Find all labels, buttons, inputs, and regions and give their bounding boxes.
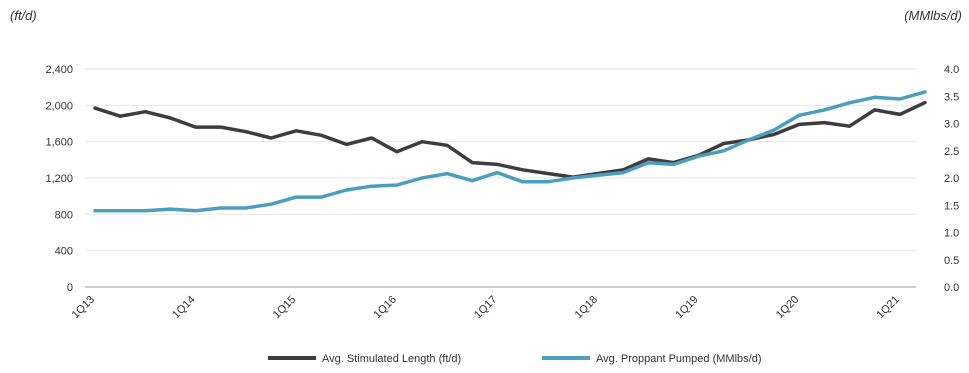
left-axis-tick-label: 800 [55,209,73,221]
left-axis-unit-label: (ft/d) [10,8,37,23]
right-axis-tick-label: 1.0 [944,228,959,240]
left-axis-tick-label: 1,200 [45,173,73,185]
right-axis-tick-labels: 0.0 0.5 1.0 1.5 2.0 2.5 3.0 3.5 4.0 [944,64,959,294]
right-axis-tick-label: 4.0 [944,64,959,76]
right-axis-tick-label: 3.0 [944,119,959,131]
x-axis-tick-label: 1Q19 [673,294,701,322]
gridlines [85,68,916,252]
left-axis-tick-label: 2,000 [45,100,73,112]
x-axis-tick-label: 1Q21 [874,294,902,322]
x-axis-tick-label: 1Q14 [170,294,198,322]
x-axis-tick-label: 1Q15 [271,294,299,322]
x-axis-tick-label: 1Q18 [573,294,601,322]
series-line-proppant-pumped [93,90,927,213]
left-axis-tick-label: 2,400 [45,64,73,76]
legend-label-proppant-pumped: Avg. Proppant Pumped (MMlbs/d) [596,353,761,365]
legend: Avg. Stimulated Length (ft/d) Avg. Propp… [268,353,761,365]
right-axis-tick-label: 2.0 [944,173,959,185]
series-line-stimulated-length [93,100,927,179]
x-axis-tick-label: 1Q13 [70,294,98,322]
x-axis-tick-label: 1Q20 [774,294,802,322]
left-axis-tick-label: 1,600 [45,137,73,149]
series-lines [93,90,927,213]
x-axis-tick-label: 1Q16 [371,294,399,322]
right-axis-tick-label: 0.0 [944,282,959,294]
left-axis-tick-label: 400 [55,246,73,258]
left-axis-tick-label: 0 [67,282,73,294]
x-axis-tick-label: 1Q17 [472,294,500,322]
right-axis-tick-label: 3.5 [944,91,959,103]
left-axis-tick-labels: 0 400 800 1,200 1,600 2,000 2,400 [45,64,73,294]
x-axis-tick-labels: 1Q13 1Q14 1Q15 1Q16 1Q17 1Q18 1Q19 1Q20 1Q21 [70,294,902,322]
right-axis-tick-label: 2.5 [944,146,959,158]
legend-label-stimulated-length: Avg. Stimulated Length (ft/d) [322,353,461,365]
right-axis-tick-label: 0.5 [944,255,959,267]
right-axis-tick-label: 1.5 [944,200,959,212]
right-axis-unit-label: (MMlbs/d) [904,8,962,23]
